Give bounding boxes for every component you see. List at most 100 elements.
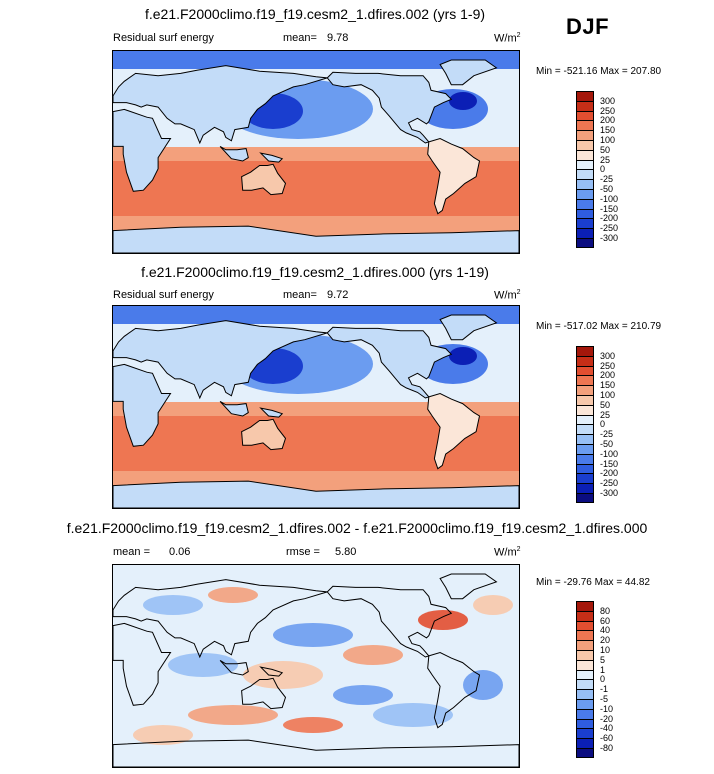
- colorbar-box: [576, 689, 594, 699]
- colorbar-box: [576, 444, 594, 454]
- colorbar-box: [576, 365, 594, 376]
- panel-2-mean-label: mean=: [283, 289, 317, 301]
- colorbar-box: [576, 218, 594, 229]
- colorbar-box: [576, 100, 594, 111]
- colorbar-level-label: 200: [600, 370, 616, 381]
- colorbar-level-label: -60: [600, 733, 614, 744]
- panel-3-rmse-value: 5.80: [335, 546, 357, 558]
- colorbar-box: [576, 610, 594, 621]
- colorbar-box: [576, 620, 594, 631]
- panel-3-rmse-label: rmse =: [286, 546, 320, 558]
- colorbar-level-label: 40: [600, 625, 611, 636]
- map-plot: [113, 51, 519, 253]
- colorbar-box: [576, 130, 594, 140]
- colorbar-box: [576, 238, 594, 248]
- colorbar-box: [576, 679, 594, 690]
- panel-3-mean-value: 0.06: [169, 546, 191, 558]
- panel-3-map: [112, 564, 520, 768]
- colorbar-box: [576, 748, 594, 758]
- colorbar-box: [576, 473, 594, 484]
- colorbar-box: [576, 228, 594, 238]
- panel-3-colorbar: 80 60 40 20 10 5 1 0 -1 -5 -10 -20 -40 -60 -80: [576, 601, 613, 758]
- colorbar-level-label: 60: [600, 615, 611, 626]
- colorbar-level-label: -5: [600, 694, 609, 704]
- panel-2-title: f.e21.F2000climo.f19_f19.cesm2_1.dfires.…: [141, 264, 489, 280]
- colorbar-level-label: -250: [600, 223, 619, 234]
- map-plot: [113, 565, 519, 767]
- colorbar-box: [576, 110, 594, 121]
- colorbar-box: [576, 650, 594, 660]
- colorbar-box: [576, 169, 594, 180]
- panel-2-variable: Residual surf energy: [113, 289, 214, 301]
- colorbar-box: [576, 708, 594, 719]
- colorbar-box: [576, 149, 594, 160]
- colorbar-level-label: 80: [600, 605, 611, 616]
- colorbar-box: [576, 640, 594, 650]
- colorbar-box: [576, 424, 594, 435]
- colorbar-level-label: -100: [600, 448, 619, 459]
- panel-1-mean-value: 9.78: [327, 32, 349, 44]
- colorbar-box: [576, 91, 594, 101]
- colorbar-level-label: -1: [600, 684, 609, 695]
- colorbar-box: [576, 601, 594, 611]
- colorbar-level-label: -80: [600, 743, 614, 753]
- colorbar-level-label: 20: [600, 635, 611, 646]
- colorbar-level-label: 5: [600, 654, 606, 665]
- panel-2-units: W/m2: [494, 289, 521, 302]
- panel-1-colorbar: 300 250 200 150 100 50 25 0 -25 -50 -100 -150 -200 -2…: [576, 91, 618, 248]
- colorbar-box: [576, 718, 594, 729]
- panel-1-variable: Residual surf energy: [113, 32, 214, 44]
- colorbar-level-label: 200: [600, 115, 616, 126]
- colorbar-level-label: 0: [600, 674, 606, 685]
- colorbar-level-label: 250: [600, 360, 616, 371]
- colorbar-level-label: 0: [600, 164, 606, 175]
- colorbar-level-label: 1: [600, 664, 606, 675]
- colorbar-box: [576, 346, 594, 356]
- colorbar-level-label: -25: [600, 429, 614, 440]
- colorbar-level-label: -300: [600, 233, 619, 243]
- colorbar-box: [576, 630, 594, 641]
- colorbar-level-label: -50: [600, 439, 614, 449]
- panel-2-mean-value: 9.72: [327, 289, 349, 301]
- panel-1-minmax: Min = -521.16 Max = 207.80: [536, 66, 662, 77]
- colorbar-level-label: 50: [600, 399, 611, 410]
- panel-1-mean-label: mean=: [283, 32, 317, 44]
- colorbar-level-label: 150: [600, 380, 616, 391]
- colorbar-box: [576, 404, 594, 415]
- colorbar-level-label: 50: [600, 144, 611, 155]
- colorbar-box: [576, 159, 594, 170]
- colorbar-box: [576, 493, 594, 503]
- colorbar-level-label: 25: [600, 409, 611, 420]
- colorbar-box: [576, 738, 594, 748]
- panel-3-units: W/m2: [494, 546, 521, 559]
- colorbar-level-label: 300: [600, 350, 616, 361]
- colorbar-level-label: 100: [600, 135, 616, 145]
- colorbar-box: [576, 483, 594, 493]
- colorbar-box: [576, 198, 594, 209]
- colorbar-box: [576, 120, 594, 131]
- colorbar-box: [576, 659, 594, 670]
- panel-3-mean-label: mean =: [113, 546, 150, 558]
- colorbar-level-label: 10: [600, 645, 611, 655]
- colorbar-box: [576, 669, 594, 680]
- colorbar-level-label: -150: [600, 458, 619, 469]
- colorbar-box: [576, 395, 594, 405]
- colorbar-level-label: -200: [600, 468, 619, 479]
- colorbar-level-label: -300: [600, 488, 619, 498]
- colorbar-level-label: 150: [600, 125, 616, 136]
- colorbar-level-label: -50: [600, 184, 614, 194]
- colorbar-level-label: 25: [600, 154, 611, 165]
- panel-3-minmax: Min = -29.76 Max = 44.82: [536, 577, 650, 588]
- colorbar-box: [576, 189, 594, 199]
- colorbar-box: [576, 463, 594, 474]
- colorbar-box: [576, 140, 594, 150]
- panel-2-colorbar: 300 250 200 150 100 50 25 0 -25 -50 -100 -150 -200 -2…: [576, 346, 618, 503]
- colorbar-level-label: 100: [600, 390, 616, 400]
- panel-3-title: f.e21.F2000climo.f19_f19.cesm2_1.dfires.…: [66, 520, 648, 536]
- colorbar-level-label: -100: [600, 193, 619, 204]
- panel-2-map: [112, 305, 520, 509]
- colorbar-level-label: -20: [600, 713, 614, 724]
- colorbar-level-label: -10: [600, 703, 614, 714]
- panel-1-title: f.e21.F2000climo.f19_f19.cesm2_1.dfires.…: [144, 6, 486, 22]
- panel-1-units: W/m2: [494, 32, 521, 45]
